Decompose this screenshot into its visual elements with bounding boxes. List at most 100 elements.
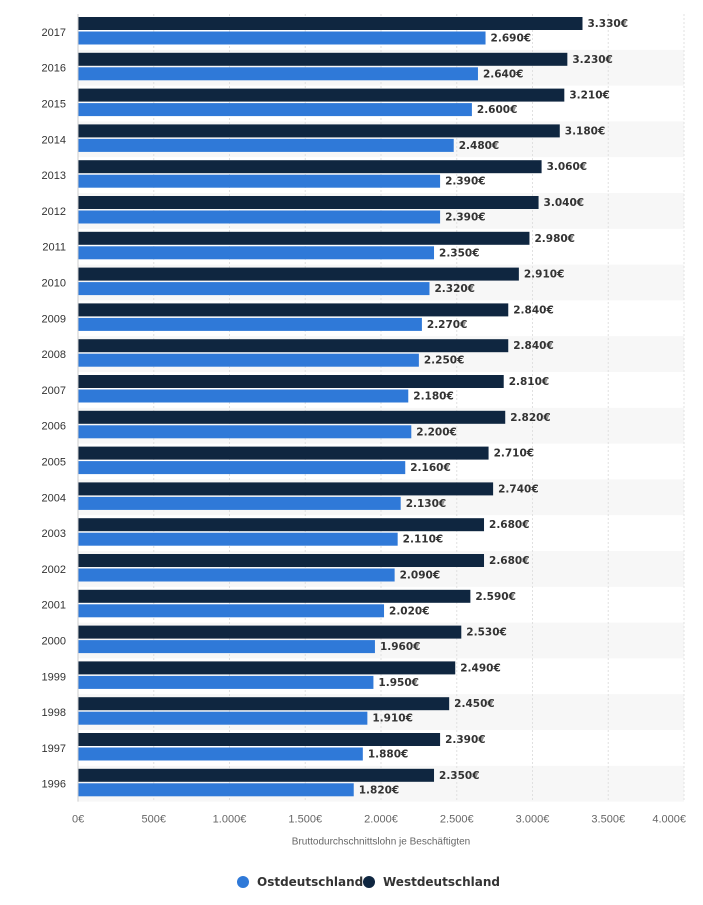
- data-label-westdeutschland: 2.490€: [460, 662, 501, 674]
- bar-ostdeutschland-2003[interactable]: [78, 532, 398, 546]
- data-label-westdeutschland: 2.810€: [509, 376, 550, 388]
- y-tick-label: 2011: [42, 242, 66, 254]
- bar-westdeutschland-2016[interactable]: [78, 52, 568, 66]
- legend-item-westdeutschland[interactable]: Westdeutschland: [363, 875, 500, 889]
- data-label-ostdeutschland: 1.950€: [378, 677, 419, 689]
- bar-westdeutschland-2003[interactable]: [78, 518, 485, 532]
- data-label-ostdeutschland: 2.690€: [491, 33, 532, 45]
- bar-westdeutschland-2001[interactable]: [78, 589, 471, 603]
- data-label-ostdeutschland: 2.390€: [445, 176, 486, 188]
- bar-westdeutschland-2010[interactable]: [78, 267, 519, 281]
- y-tick-label: 1999: [42, 671, 66, 683]
- bar-westdeutschland-1999[interactable]: [78, 661, 456, 675]
- bar-ostdeutschland-2004[interactable]: [78, 496, 401, 510]
- y-axis-ticks: 2017 2016 2015 2014 2013 2012 2011 2010 2009 2008…: [42, 27, 66, 791]
- bar-ostdeutschland-2006[interactable]: [78, 425, 412, 439]
- bar-ostdeutschland-2012[interactable]: [78, 210, 441, 224]
- legend-item-ostdeutschland[interactable]: Ostdeutschland: [237, 875, 363, 889]
- legend-marker-westdeutschland: [363, 876, 375, 888]
- data-label-westdeutschland: 2.680€: [489, 519, 530, 531]
- data-label-westdeutschland: 2.680€: [489, 555, 530, 567]
- bar-ostdeutschland-2011[interactable]: [78, 246, 435, 260]
- bar-ostdeutschland-2002[interactable]: [78, 568, 395, 582]
- bar-ostdeutschland-1997[interactable]: [78, 747, 363, 761]
- y-tick-label: 2003: [42, 528, 66, 540]
- y-tick-label: 1996: [42, 779, 66, 791]
- bar-westdeutschland-2008[interactable]: [78, 339, 509, 353]
- bar-ostdeutschland-2005[interactable]: [78, 461, 406, 475]
- bar-ostdeutschland-2015[interactable]: [78, 103, 472, 117]
- data-label-westdeutschland: 2.450€: [454, 698, 495, 710]
- bar-westdeutschland-2009[interactable]: [78, 303, 509, 317]
- bar-westdeutschland-2000[interactable]: [78, 625, 462, 639]
- bar-westdeutschland-2007[interactable]: [78, 375, 504, 388]
- bar-ostdeutschland-2008[interactable]: [78, 353, 419, 367]
- bar-ostdeutschland-2013[interactable]: [78, 174, 441, 188]
- bars-group: [78, 17, 583, 797]
- data-label-westdeutschland: 2.980€: [534, 233, 575, 245]
- bar-ostdeutschland-2007[interactable]: [78, 389, 409, 403]
- bar-ostdeutschland-2017[interactable]: [78, 31, 486, 45]
- x-axis-label: Bruttodurchschnittslohn je Beschäftigten: [292, 837, 470, 848]
- bar-westdeutschland-2004[interactable]: [78, 482, 494, 496]
- bar-ostdeutschland-1996[interactable]: [78, 783, 354, 797]
- data-label-westdeutschland: 2.840€: [513, 304, 554, 316]
- data-label-ostdeutschland: 2.200€: [416, 426, 457, 438]
- y-tick-label: 2000: [42, 636, 66, 648]
- y-tick-label: 2013: [42, 170, 66, 182]
- bar-westdeutschland-2013[interactable]: [78, 160, 542, 174]
- data-label-westdeutschland: 3.060€: [547, 161, 588, 173]
- data-label-westdeutschland: 2.390€: [445, 734, 486, 746]
- bar-ostdeutschland-2001[interactable]: [78, 604, 385, 618]
- bar-ostdeutschland-2016[interactable]: [78, 67, 478, 81]
- y-tick-label: 2007: [42, 385, 66, 397]
- y-tick-label: 2012: [42, 206, 66, 218]
- bar-westdeutschland-2006[interactable]: [78, 410, 506, 424]
- legend-label-ostdeutschland: Ostdeutschland: [257, 875, 363, 889]
- data-label-westdeutschland: 3.230€: [572, 54, 613, 66]
- data-label-ostdeutschland: 2.320€: [434, 283, 475, 295]
- bar-westdeutschland-2012[interactable]: [78, 196, 539, 209]
- data-label-ostdeutschland: 2.640€: [483, 68, 524, 80]
- y-tick-label: 2008: [42, 349, 66, 361]
- data-label-ostdeutschland: 2.390€: [445, 212, 486, 224]
- data-label-ostdeutschland: 1.960€: [380, 641, 421, 653]
- y-tick-label: 2009: [42, 313, 66, 325]
- bar-westdeutschland-2017[interactable]: [78, 17, 583, 30]
- bar-westdeutschland-2002[interactable]: [78, 554, 485, 567]
- y-tick-label: 1998: [42, 707, 66, 719]
- bar-ostdeutschland-2009[interactable]: [78, 317, 422, 331]
- bar-ostdeutschland-1998[interactable]: [78, 711, 368, 725]
- bar-ostdeutschland-2010[interactable]: [78, 282, 430, 296]
- legend[interactable]: Ostdeutschland Westdeutschland: [237, 875, 500, 889]
- data-label-westdeutschland: 2.910€: [524, 269, 565, 281]
- data-label-westdeutschland: 2.840€: [513, 340, 554, 352]
- bar-ostdeutschland-2000[interactable]: [78, 640, 375, 654]
- data-label-westdeutschland: 2.530€: [466, 627, 507, 639]
- data-label-ostdeutschland: 2.110€: [403, 534, 444, 546]
- data-label-westdeutschland: 2.350€: [439, 770, 480, 782]
- data-label-ostdeutschland: 2.350€: [439, 247, 480, 259]
- bar-westdeutschland-2015[interactable]: [78, 88, 565, 102]
- legend-marker-ostdeutschland: [237, 876, 249, 888]
- data-label-ostdeutschland: 1.880€: [368, 749, 409, 761]
- data-label-westdeutschland: 3.040€: [544, 197, 585, 209]
- bar-westdeutschland-1997[interactable]: [78, 733, 441, 746]
- bar-westdeutschland-1996[interactable]: [78, 768, 435, 782]
- y-tick-label: 2006: [42, 421, 66, 433]
- bar-ostdeutschland-2014[interactable]: [78, 138, 454, 152]
- x-tick-label: 2.500€: [440, 814, 474, 826]
- data-label-westdeutschland: 2.820€: [510, 412, 551, 424]
- bar-ostdeutschland-1999[interactable]: [78, 675, 374, 689]
- data-label-ostdeutschland: 1.910€: [372, 713, 413, 725]
- bar-westdeutschland-2005[interactable]: [78, 446, 489, 460]
- x-tick-label: 1.500€: [288, 814, 322, 826]
- data-label-westdeutschland: 2.740€: [498, 483, 539, 495]
- bar-westdeutschland-2011[interactable]: [78, 231, 530, 245]
- data-label-ostdeutschland: 2.600€: [477, 104, 518, 116]
- bar-westdeutschland-1998[interactable]: [78, 697, 450, 711]
- bar-westdeutschland-2014[interactable]: [78, 124, 560, 138]
- data-label-ostdeutschland: 2.180€: [413, 391, 454, 403]
- x-tick-label: 2.000€: [364, 814, 398, 826]
